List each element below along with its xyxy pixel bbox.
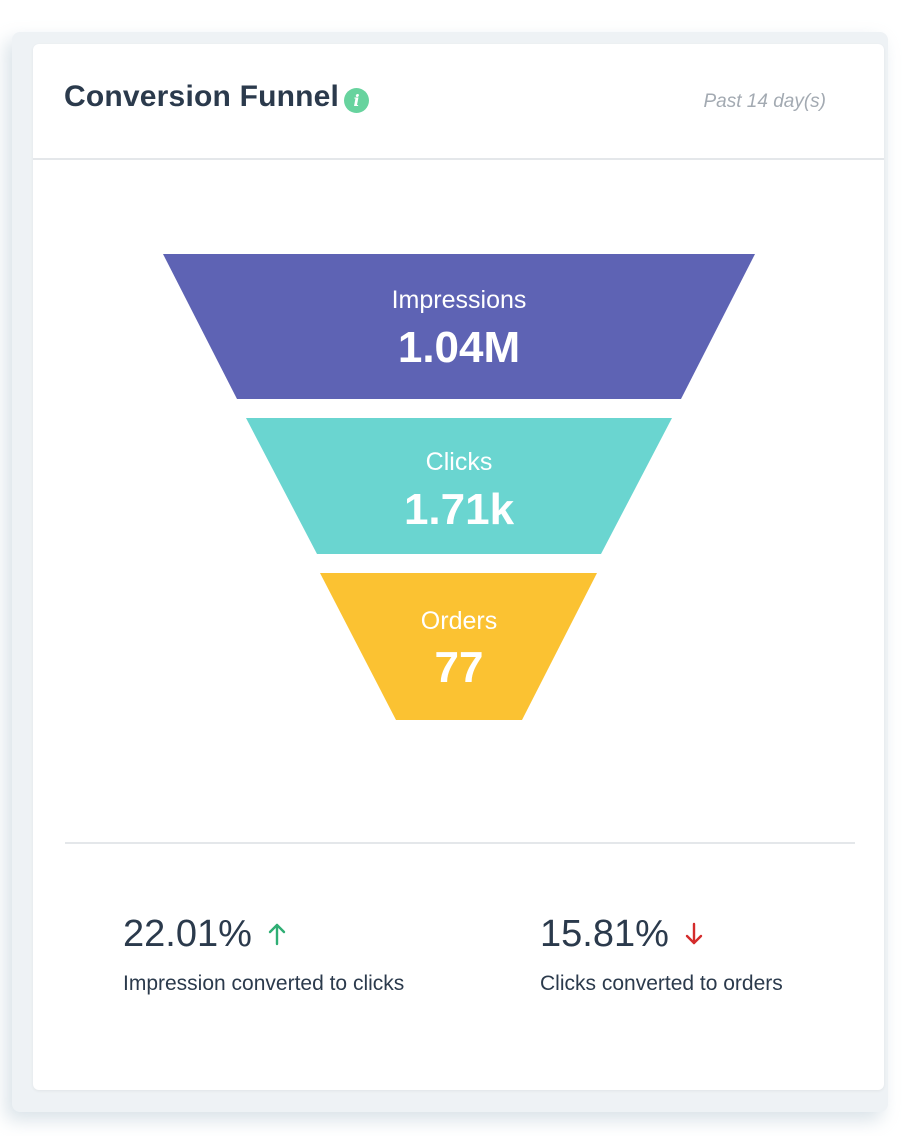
funnel-value-orders: 77: [435, 643, 484, 692]
funnel-segment-impressions: [163, 254, 755, 399]
funnel-label-impressions: Impressions: [392, 286, 527, 314]
metric-impressions-to-clicks: 22.01% Impression converted to clicks: [123, 910, 404, 996]
metric-clicks-to-orders: 15.81% Clicks converted to orders: [540, 910, 783, 996]
card-header: Conversion Funnel i Past 14 day(s): [33, 44, 884, 160]
arrow-up-icon: [268, 923, 286, 946]
funnel-value-clicks: 1.71k: [404, 485, 515, 534]
funnel-stage-orders: Orders 77: [320, 573, 597, 720]
info-icon[interactable]: i: [344, 88, 369, 113]
metric-caption: Clicks converted to orders: [540, 972, 783, 995]
card-title: Conversion Funnel: [64, 80, 340, 113]
metric-caption: Impression converted to clicks: [123, 972, 405, 995]
metric-value: 22.01%: [123, 912, 252, 955]
conversion-funnel-card: Conversion Funnel i Past 14 day(s) Impre…: [33, 44, 884, 1090]
funnel-stage-clicks: Clicks 1.71k: [246, 418, 672, 554]
metric-value: 15.81%: [540, 912, 669, 955]
funnel-label-orders: Orders: [421, 607, 497, 635]
funnel-label-clicks: Clicks: [426, 448, 493, 476]
section-divider: [65, 842, 855, 844]
arrow-down-icon: [685, 922, 703, 945]
date-range-label: Past 14 day(s): [703, 91, 827, 112]
funnel-stage-impressions: Impressions 1.04M: [163, 254, 755, 399]
funnel-chart: Impressions 1.04M Clicks 1.71k Orders 77: [163, 254, 755, 720]
funnel-value-impressions: 1.04M: [398, 323, 520, 372]
funnel-segment-clicks: [246, 418, 672, 554]
funnel-segment-orders: [320, 573, 597, 720]
